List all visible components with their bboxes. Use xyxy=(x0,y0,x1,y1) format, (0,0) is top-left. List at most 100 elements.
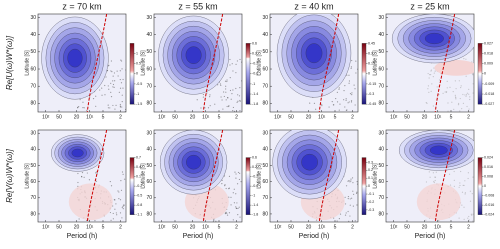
noise-speck xyxy=(236,207,238,209)
noise-speck xyxy=(232,70,234,72)
noise-speck xyxy=(352,205,354,207)
panel-title: z = 55 km xyxy=(178,1,217,11)
noise-speck xyxy=(81,171,84,174)
noise-speck xyxy=(348,82,350,84)
noise-speck xyxy=(113,86,115,88)
x-tick-label: 10² xyxy=(158,114,166,120)
noise-speck xyxy=(428,171,430,173)
y-axis-label: Latitude [S] xyxy=(140,163,146,189)
y-axis-label: Latitude [S] xyxy=(24,50,30,76)
noise-speck xyxy=(339,103,341,105)
noise-speck xyxy=(231,63,233,65)
noise-speck xyxy=(356,204,358,206)
noise-speck xyxy=(228,196,230,198)
y-tick-label: 30 xyxy=(146,15,152,21)
noise-speck xyxy=(110,95,113,98)
x-tick-label: 50 xyxy=(56,114,62,120)
cbar-tick-label: 0.009 xyxy=(484,62,493,66)
noise-speck xyxy=(236,202,238,204)
noise-speck xyxy=(212,220,215,222)
noise-speck xyxy=(468,215,470,218)
noise-speck xyxy=(99,89,101,91)
noise-speck xyxy=(236,60,239,62)
noise-speck xyxy=(223,91,225,93)
noise-speck xyxy=(435,171,437,173)
noise-speck xyxy=(433,181,435,184)
noise-speck xyxy=(459,184,461,187)
noise-speck xyxy=(110,82,112,84)
noise-speck xyxy=(220,96,222,98)
noise-speck xyxy=(77,172,79,175)
x-tick-label: 10¹ xyxy=(202,114,210,120)
noise-speck xyxy=(345,98,347,100)
noise-speck xyxy=(453,179,455,181)
noise-speck xyxy=(111,71,113,73)
y-tick-label: 40 xyxy=(146,147,152,153)
y-tick-label: 40 xyxy=(378,147,384,153)
cbar-tick-label: 0.027 xyxy=(484,41,493,45)
noise-speck xyxy=(336,220,338,222)
dispersion-curve xyxy=(202,130,224,222)
noise-speck xyxy=(82,107,84,109)
noise-speck xyxy=(119,70,121,72)
y-tick-label: 70 xyxy=(378,195,384,201)
x-tick-label: 50 xyxy=(288,224,294,230)
y-tick-label: 40 xyxy=(262,147,268,153)
noise-speck xyxy=(344,214,347,216)
noise-speck xyxy=(338,109,340,111)
x-tick-label: 20 xyxy=(422,114,428,120)
noise-speck xyxy=(209,105,211,107)
noise-speck xyxy=(461,191,464,193)
noise-speck xyxy=(433,72,435,74)
noise-speck xyxy=(313,102,316,104)
noise-speck xyxy=(354,88,356,90)
x-tick-label: 10² xyxy=(42,114,50,120)
noise-speck xyxy=(95,95,97,97)
noise-speck xyxy=(227,97,229,99)
noise-speck xyxy=(225,99,227,101)
y-axis-label: Latitude [S] xyxy=(372,50,378,76)
y-tick-label: 30 xyxy=(146,131,152,137)
noise-speck xyxy=(235,173,237,175)
noise-speck xyxy=(215,220,217,222)
noise-speck xyxy=(125,108,126,111)
y-tick-label: 50 xyxy=(378,163,384,169)
noise-speck xyxy=(82,101,84,103)
noise-speck xyxy=(470,213,472,215)
panel-title: z = 40 km xyxy=(294,1,333,11)
x-tick-label: 10¹ xyxy=(86,114,94,120)
noise-speck xyxy=(119,105,122,107)
noise-speck xyxy=(351,197,353,199)
cbar-tick-label: -1 xyxy=(136,92,139,96)
noise-speck xyxy=(118,91,120,93)
y-tick-label: 60 xyxy=(262,66,268,72)
noise-speck xyxy=(463,184,465,187)
cbar-tick-label: -0.024 xyxy=(484,213,494,217)
contour-field xyxy=(158,14,242,112)
cbar-tick-label: 0 xyxy=(368,184,370,188)
y-tick-label: 50 xyxy=(262,49,268,55)
noise-speck xyxy=(232,89,234,91)
noise-speck xyxy=(315,219,318,221)
cbar-tick-label: -1.5 xyxy=(136,102,142,106)
noise-speck xyxy=(238,178,241,181)
noise-speck xyxy=(229,77,231,79)
noise-speck xyxy=(463,206,465,208)
noise-speck xyxy=(434,70,436,72)
x-tick-label: 20 xyxy=(306,114,312,120)
noise-speck xyxy=(232,110,234,112)
y-tick-label: 70 xyxy=(30,195,36,201)
noise-speck xyxy=(438,79,441,81)
cbar-tick-label: -0.2 xyxy=(252,62,258,66)
noise-speck xyxy=(335,97,337,100)
x-tick-label: 5 xyxy=(102,114,105,120)
noise-speck xyxy=(119,78,121,81)
noise-speck xyxy=(94,220,96,222)
noise-speck xyxy=(219,83,222,85)
y-tick-label: 30 xyxy=(378,15,384,21)
x-tick-label: 50 xyxy=(288,114,294,120)
noise-speck xyxy=(109,107,111,109)
noise-speck xyxy=(235,177,237,179)
cbar-tick-label: -0.018 xyxy=(484,92,494,96)
cbar-tick-label: -0.6 xyxy=(252,184,258,188)
